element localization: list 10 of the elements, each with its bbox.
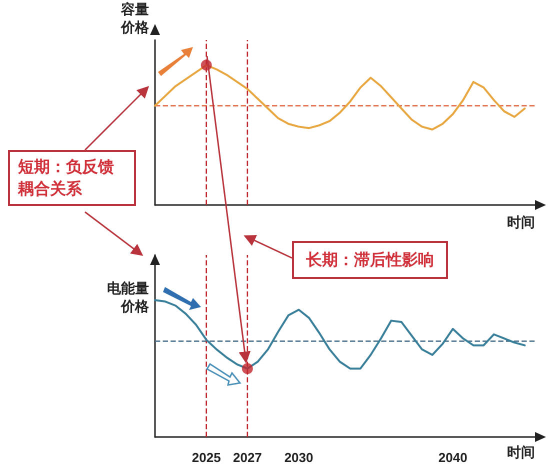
x-axis-title: 时间 [507,444,535,460]
x-tick-label: 2040 [438,450,468,465]
text: 长期：滞后性影响 [292,241,448,279]
x-axis-title: 时间 [507,214,535,230]
y-axis-title: 容量价格 [120,1,150,35]
x-tick-label: 2025 [192,450,221,465]
x-tick-label: 2027 [232,450,262,465]
y-axis-title: 电能量价格 [107,280,150,314]
x-tick-label: 2030 [284,450,314,465]
text: 短期：负反馈耦合关系 [8,150,136,206]
